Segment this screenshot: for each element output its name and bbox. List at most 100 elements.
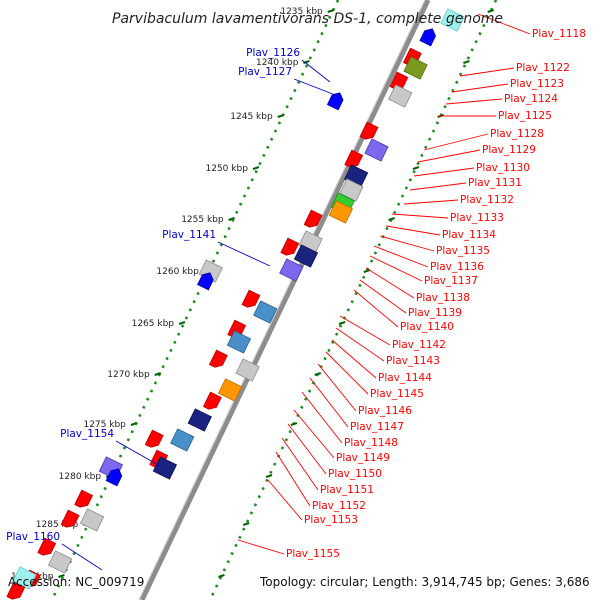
gene-label-right[interactable]: Plav_1146 — [358, 405, 412, 417]
cds-feature[interactable] — [144, 429, 164, 450]
tick-mark — [218, 574, 225, 578]
cds-feature[interactable] — [37, 537, 57, 558]
cds-feature[interactable] — [293, 244, 319, 268]
gene-label-right[interactable]: Plav_1143 — [386, 355, 440, 367]
gene-label-right[interactable]: Plav_1152 — [312, 500, 366, 512]
gene-label-right[interactable]: Plav_1140 — [400, 321, 454, 333]
gene-label-right[interactable]: Plav_1125 — [498, 110, 552, 122]
tick-label: 1280 kbp — [59, 472, 102, 482]
cds-feature[interactable] — [253, 300, 278, 324]
gene-label-right[interactable]: Plav_1136 — [430, 261, 484, 273]
cds-feature[interactable] — [197, 270, 216, 291]
tick-mark — [487, 9, 495, 13]
gene-label-right[interactable]: Plav_1155 — [286, 548, 340, 560]
gene-label-right[interactable]: Plav_1151 — [320, 484, 374, 496]
cds-feature[interactable] — [208, 349, 228, 370]
label-leader-lines — [61, 13, 531, 571]
leader-line — [459, 67, 515, 77]
cds-feature[interactable] — [326, 90, 345, 111]
tick-mark — [463, 60, 470, 64]
cds-feature[interactable] — [359, 121, 379, 142]
gene-label-left[interactable]: Plav_1126 — [246, 47, 300, 59]
gene-label-right[interactable]: Plav_1128 — [490, 128, 544, 140]
cds-feature[interactable] — [60, 509, 80, 530]
gene-label-right[interactable]: Plav_1139 — [408, 307, 462, 319]
cds-feature[interactable] — [105, 466, 124, 487]
cds-feature[interactable] — [440, 8, 465, 32]
tick-label: 1235 kbp — [280, 7, 323, 17]
cds-feature[interactable] — [303, 209, 323, 230]
leader-line — [391, 213, 449, 219]
leader-line — [409, 182, 467, 191]
leader-line — [325, 351, 369, 395]
gene-label-right[interactable]: Plav_1148 — [344, 437, 398, 449]
gene-label-right[interactable]: Plav_1150 — [328, 468, 382, 480]
tick-label: 1275 kbp — [83, 420, 126, 430]
cds-feature[interactable] — [280, 237, 300, 258]
tick-label: 1260 kbp — [156, 267, 199, 277]
cds-feature[interactable] — [47, 550, 73, 574]
cds-feature[interactable] — [226, 330, 252, 354]
gene-label-right[interactable]: Plav_1147 — [350, 421, 404, 433]
gene-label-right[interactable]: Plav_1118 — [532, 28, 586, 40]
tick-label: 1270 kbp — [107, 370, 150, 380]
leader-line — [317, 363, 357, 412]
cds-feature[interactable] — [388, 84, 413, 108]
gene-label-right[interactable]: Plav_1131 — [468, 177, 522, 189]
cds-feature[interactable] — [364, 138, 389, 162]
leader-line — [423, 133, 489, 151]
gene-label-right[interactable]: Plav_1142 — [392, 339, 446, 351]
tick-mark — [242, 522, 250, 526]
gene-label-right[interactable]: Plav_1135 — [436, 245, 490, 257]
gene-label-right[interactable]: Plav_1153 — [304, 514, 358, 526]
gene-label-left[interactable]: Plav_1127 — [238, 66, 292, 78]
leader-line — [477, 13, 531, 35]
tick-mark — [265, 474, 273, 478]
cds-feature[interactable] — [328, 200, 354, 224]
gene-label-right[interactable]: Plav_1123 — [510, 78, 564, 90]
tick-label: 1265 kbp — [132, 319, 175, 329]
leader-line — [359, 279, 407, 314]
gene-label-left[interactable]: Plav_1141 — [162, 229, 216, 241]
leader-line — [281, 437, 319, 491]
leader-line — [451, 83, 509, 93]
cds-feature[interactable] — [6, 581, 26, 600]
tick-label: 1285 kbp — [36, 520, 79, 530]
gene-label-right[interactable]: Plav_1149 — [336, 452, 390, 464]
gene-label-right[interactable]: Plav_1122 — [516, 62, 570, 74]
cds-feature[interactable] — [74, 489, 94, 510]
dotted-track-left — [50, 0, 340, 600]
tick-mark — [154, 372, 162, 376]
cds-feature[interactable] — [419, 26, 438, 47]
cds-feature[interactable] — [79, 508, 105, 532]
cds-feature[interactable] — [344, 149, 364, 170]
tick-mark — [252, 166, 260, 170]
tick-label: 1255 kbp — [181, 215, 224, 225]
cds-feature[interactable] — [170, 428, 195, 452]
gene-label-right[interactable]: Plav_1129 — [482, 144, 536, 156]
leader-line — [293, 78, 339, 97]
leader-line — [335, 327, 385, 362]
tick-mark — [277, 114, 285, 118]
gene-label-right[interactable]: Plav_1124 — [504, 93, 558, 105]
gene-label-right[interactable]: Plav_1144 — [378, 372, 432, 384]
cds-feature[interactable] — [235, 358, 260, 382]
gene-label-right[interactable]: Plav_1138 — [416, 292, 470, 304]
leader-line — [331, 339, 377, 379]
gene-label-right[interactable]: Plav_1145 — [370, 388, 424, 400]
gene-labels: Plav_1126 Plav_1127 Plav_1141 Plav_1154 Plav… — [6, 28, 586, 560]
cds-feature[interactable] — [241, 289, 261, 310]
cds-feature[interactable] — [403, 56, 428, 80]
cds-feature[interactable] — [217, 378, 243, 402]
cds-feature[interactable] — [202, 391, 222, 412]
gene-label-right[interactable]: Plav_1137 — [424, 275, 478, 287]
gene-label-left[interactable]: Plav_1160 — [6, 531, 60, 543]
gene-label-right[interactable]: Plav_1133 — [450, 212, 504, 224]
cds-feature[interactable] — [187, 408, 212, 432]
leader-line — [309, 377, 349, 428]
gene-label-right[interactable]: Plav_1130 — [476, 162, 530, 174]
cds-feature[interactable] — [279, 258, 304, 282]
gene-label-right[interactable]: Plav_1134 — [442, 229, 496, 241]
gene-label-right[interactable]: Plav_1132 — [460, 194, 514, 206]
gene-label-left[interactable]: Plav_1154 — [60, 428, 114, 440]
